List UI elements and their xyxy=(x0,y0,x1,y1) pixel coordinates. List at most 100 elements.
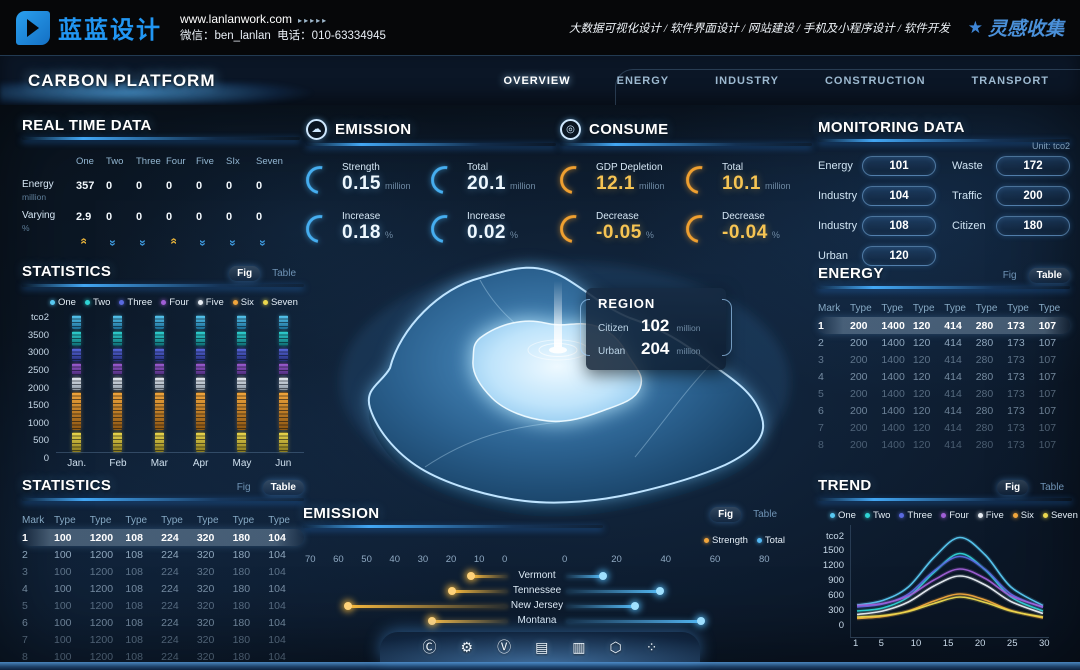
bar-segment-one xyxy=(237,314,247,329)
table-row[interactable]: 6 100 1200 108 224 320 180 104 xyxy=(22,614,304,631)
v-circle-icon[interactable]: Ⓥ xyxy=(497,639,512,655)
legend-dot-icon xyxy=(941,513,947,518)
tab-overview[interactable]: OVERVIEW xyxy=(503,75,571,87)
gear-icon[interactable]: ⚙ xyxy=(460,638,474,655)
legend-dot-icon xyxy=(977,513,983,518)
nut-icon[interactable]: ⬡ xyxy=(609,638,622,655)
data-cell: 280 xyxy=(975,404,994,417)
data-cell: 1400 xyxy=(881,370,905,383)
metric-row: Energy 101 xyxy=(818,156,936,176)
value-cell: 0 xyxy=(136,180,143,192)
table-row[interactable]: 8 100 1200 108 224 320 180 104 xyxy=(22,648,304,665)
fig-toggle[interactable]: Fig xyxy=(1002,270,1017,281)
column-header: Four xyxy=(166,156,186,167)
fig-table-toggle: Fig Table xyxy=(995,268,1070,283)
bar-segment-three xyxy=(196,348,206,362)
stat-label: Strength xyxy=(342,162,380,173)
tab-transport[interactable]: TRANSPORT xyxy=(971,75,1049,87)
fig-toggle[interactable]: Fig xyxy=(236,482,251,493)
table-row[interactable]: 7 100 1200 108 224 320 180 104 xyxy=(22,631,304,648)
table-row[interactable]: 6 200 1400 120 414 280 173 107 xyxy=(818,402,1070,419)
data-cell: 224 xyxy=(161,548,179,561)
metric-value-pill: 200 xyxy=(996,186,1070,206)
brand-website[interactable]: www.lanlanwork.com xyxy=(180,11,293,26)
fig-toggle[interactable]: Fig xyxy=(229,266,261,281)
header-cell: Type xyxy=(1007,302,1029,314)
data-cell: 320 xyxy=(196,599,215,612)
trend-line-seven xyxy=(856,596,1044,618)
tab-energy[interactable]: ENERGY xyxy=(616,75,670,87)
table-row[interactable]: 4 100 1200 108 224 320 180 104 xyxy=(22,580,304,597)
table-toggle[interactable]: Table xyxy=(272,268,296,279)
bar-segment-three xyxy=(237,348,247,362)
table-row[interactable]: 1 200 1400 120 414 280 173 107 xyxy=(818,317,1070,334)
stat-unit: % xyxy=(509,230,518,240)
mark-cell: 1 xyxy=(22,531,28,544)
data-cell: 180 xyxy=(232,633,251,646)
fig-toggle[interactable]: Fig xyxy=(710,507,742,522)
charging-station-icon[interactable]: ▤ xyxy=(535,638,549,655)
y-axis-labels: tco2 3500 3000 2500 2000 1500 1000 500 0 xyxy=(27,312,49,464)
apps-grid-icon[interactable]: ⁘ xyxy=(645,638,658,655)
stat-label: Decrease xyxy=(722,211,765,222)
table-toggle[interactable]: Table xyxy=(753,509,777,520)
data-cell: 200 xyxy=(850,353,868,366)
bar-segment-two xyxy=(154,330,164,347)
trend-down-icon: » xyxy=(196,239,210,245)
bar-segment-five xyxy=(113,377,123,390)
title-underline xyxy=(818,286,1070,289)
data-cell: 180 xyxy=(232,582,251,595)
category-label: Tennessee xyxy=(512,585,562,596)
mark-cell: 4 xyxy=(22,582,28,595)
title-underline xyxy=(818,498,1072,501)
consume-panel: ◎ CONSUME GDP Depletion 12.1 million Total 1… xyxy=(554,119,812,249)
total-bar xyxy=(566,590,660,593)
total-dot-icon xyxy=(697,616,706,625)
table-row[interactable]: 2 100 1200 108 224 320 180 104 xyxy=(22,546,304,563)
table-row[interactable]: 7 200 1400 120 414 280 173 107 xyxy=(818,419,1070,436)
fig-toggle[interactable]: Fig xyxy=(997,480,1029,495)
strength-dot-icon xyxy=(447,586,456,595)
fig-table-toggle: Fig Table xyxy=(710,507,785,522)
bar-segment-four xyxy=(196,363,206,376)
table-row[interactable]: 5 200 1400 120 414 280 173 107 xyxy=(818,385,1070,402)
metric-label: Industry xyxy=(818,220,858,232)
data-cell: 100 xyxy=(54,650,72,663)
statistics-table-panel: STATISTICS Fig Table Mark Type Type Type Typ… xyxy=(22,477,304,665)
tab-industry[interactable]: INDUSTRY xyxy=(715,75,779,87)
energy-table: Mark Type Type Type Type Type Type Type 1 200 1400… xyxy=(818,299,1070,453)
badge-c-icon[interactable]: Ⓒ xyxy=(422,639,437,655)
bar-segment-seven xyxy=(72,432,82,452)
stat-unit: million xyxy=(384,181,411,191)
table-row[interactable]: 8 200 1400 120 414 280 173 107 xyxy=(818,436,1070,453)
mark-cell: 5 xyxy=(22,599,28,612)
stat-item: GDP Depletion 12.1 million xyxy=(554,160,686,200)
board-chart-icon[interactable]: ▥ xyxy=(572,638,586,655)
legend-dot-icon xyxy=(899,513,905,518)
carbon-3d-map[interactable] xyxy=(330,217,800,522)
region-metric-row: Urban 204 million xyxy=(598,339,701,358)
tab-construction[interactable]: CONSTRUCTION xyxy=(824,75,926,87)
data-cell: 107 xyxy=(1038,370,1057,383)
arc-swoosh-icon xyxy=(300,209,340,249)
stacked-bar xyxy=(72,313,82,452)
data-cell: 104 xyxy=(268,633,286,646)
legend-item: Two xyxy=(84,297,110,308)
table-row[interactable]: 3 100 1200 108 224 320 180 104 xyxy=(22,563,304,580)
legend-dot-icon xyxy=(84,300,90,305)
metric-label: Industry xyxy=(818,190,858,202)
metric-row: Industry 104 xyxy=(818,186,936,206)
table-row[interactable]: 2 200 1400 120 414 280 173 107 xyxy=(818,334,1070,351)
table-row[interactable]: 3 200 1400 120 414 280 173 107 xyxy=(818,351,1070,368)
inspiration-collect[interactable]: ★ 灵感收集 xyxy=(968,14,1064,41)
bar-segment-five xyxy=(154,377,164,390)
table-toggle[interactable]: Table xyxy=(1028,268,1070,283)
table-toggle[interactable]: Table xyxy=(262,480,304,495)
strength-dot-icon xyxy=(467,571,476,580)
table-row[interactable]: 1 100 1200 108 224 320 180 104 xyxy=(22,529,304,546)
table-row[interactable]: 4 200 1400 120 414 280 173 107 xyxy=(818,368,1070,385)
table-row[interactable]: 5 100 1200 108 224 320 180 104 xyxy=(22,597,304,614)
value-cell: 0 xyxy=(196,211,203,224)
table-toggle[interactable]: Table xyxy=(1040,482,1064,493)
target-icon: ◎ xyxy=(560,119,581,140)
